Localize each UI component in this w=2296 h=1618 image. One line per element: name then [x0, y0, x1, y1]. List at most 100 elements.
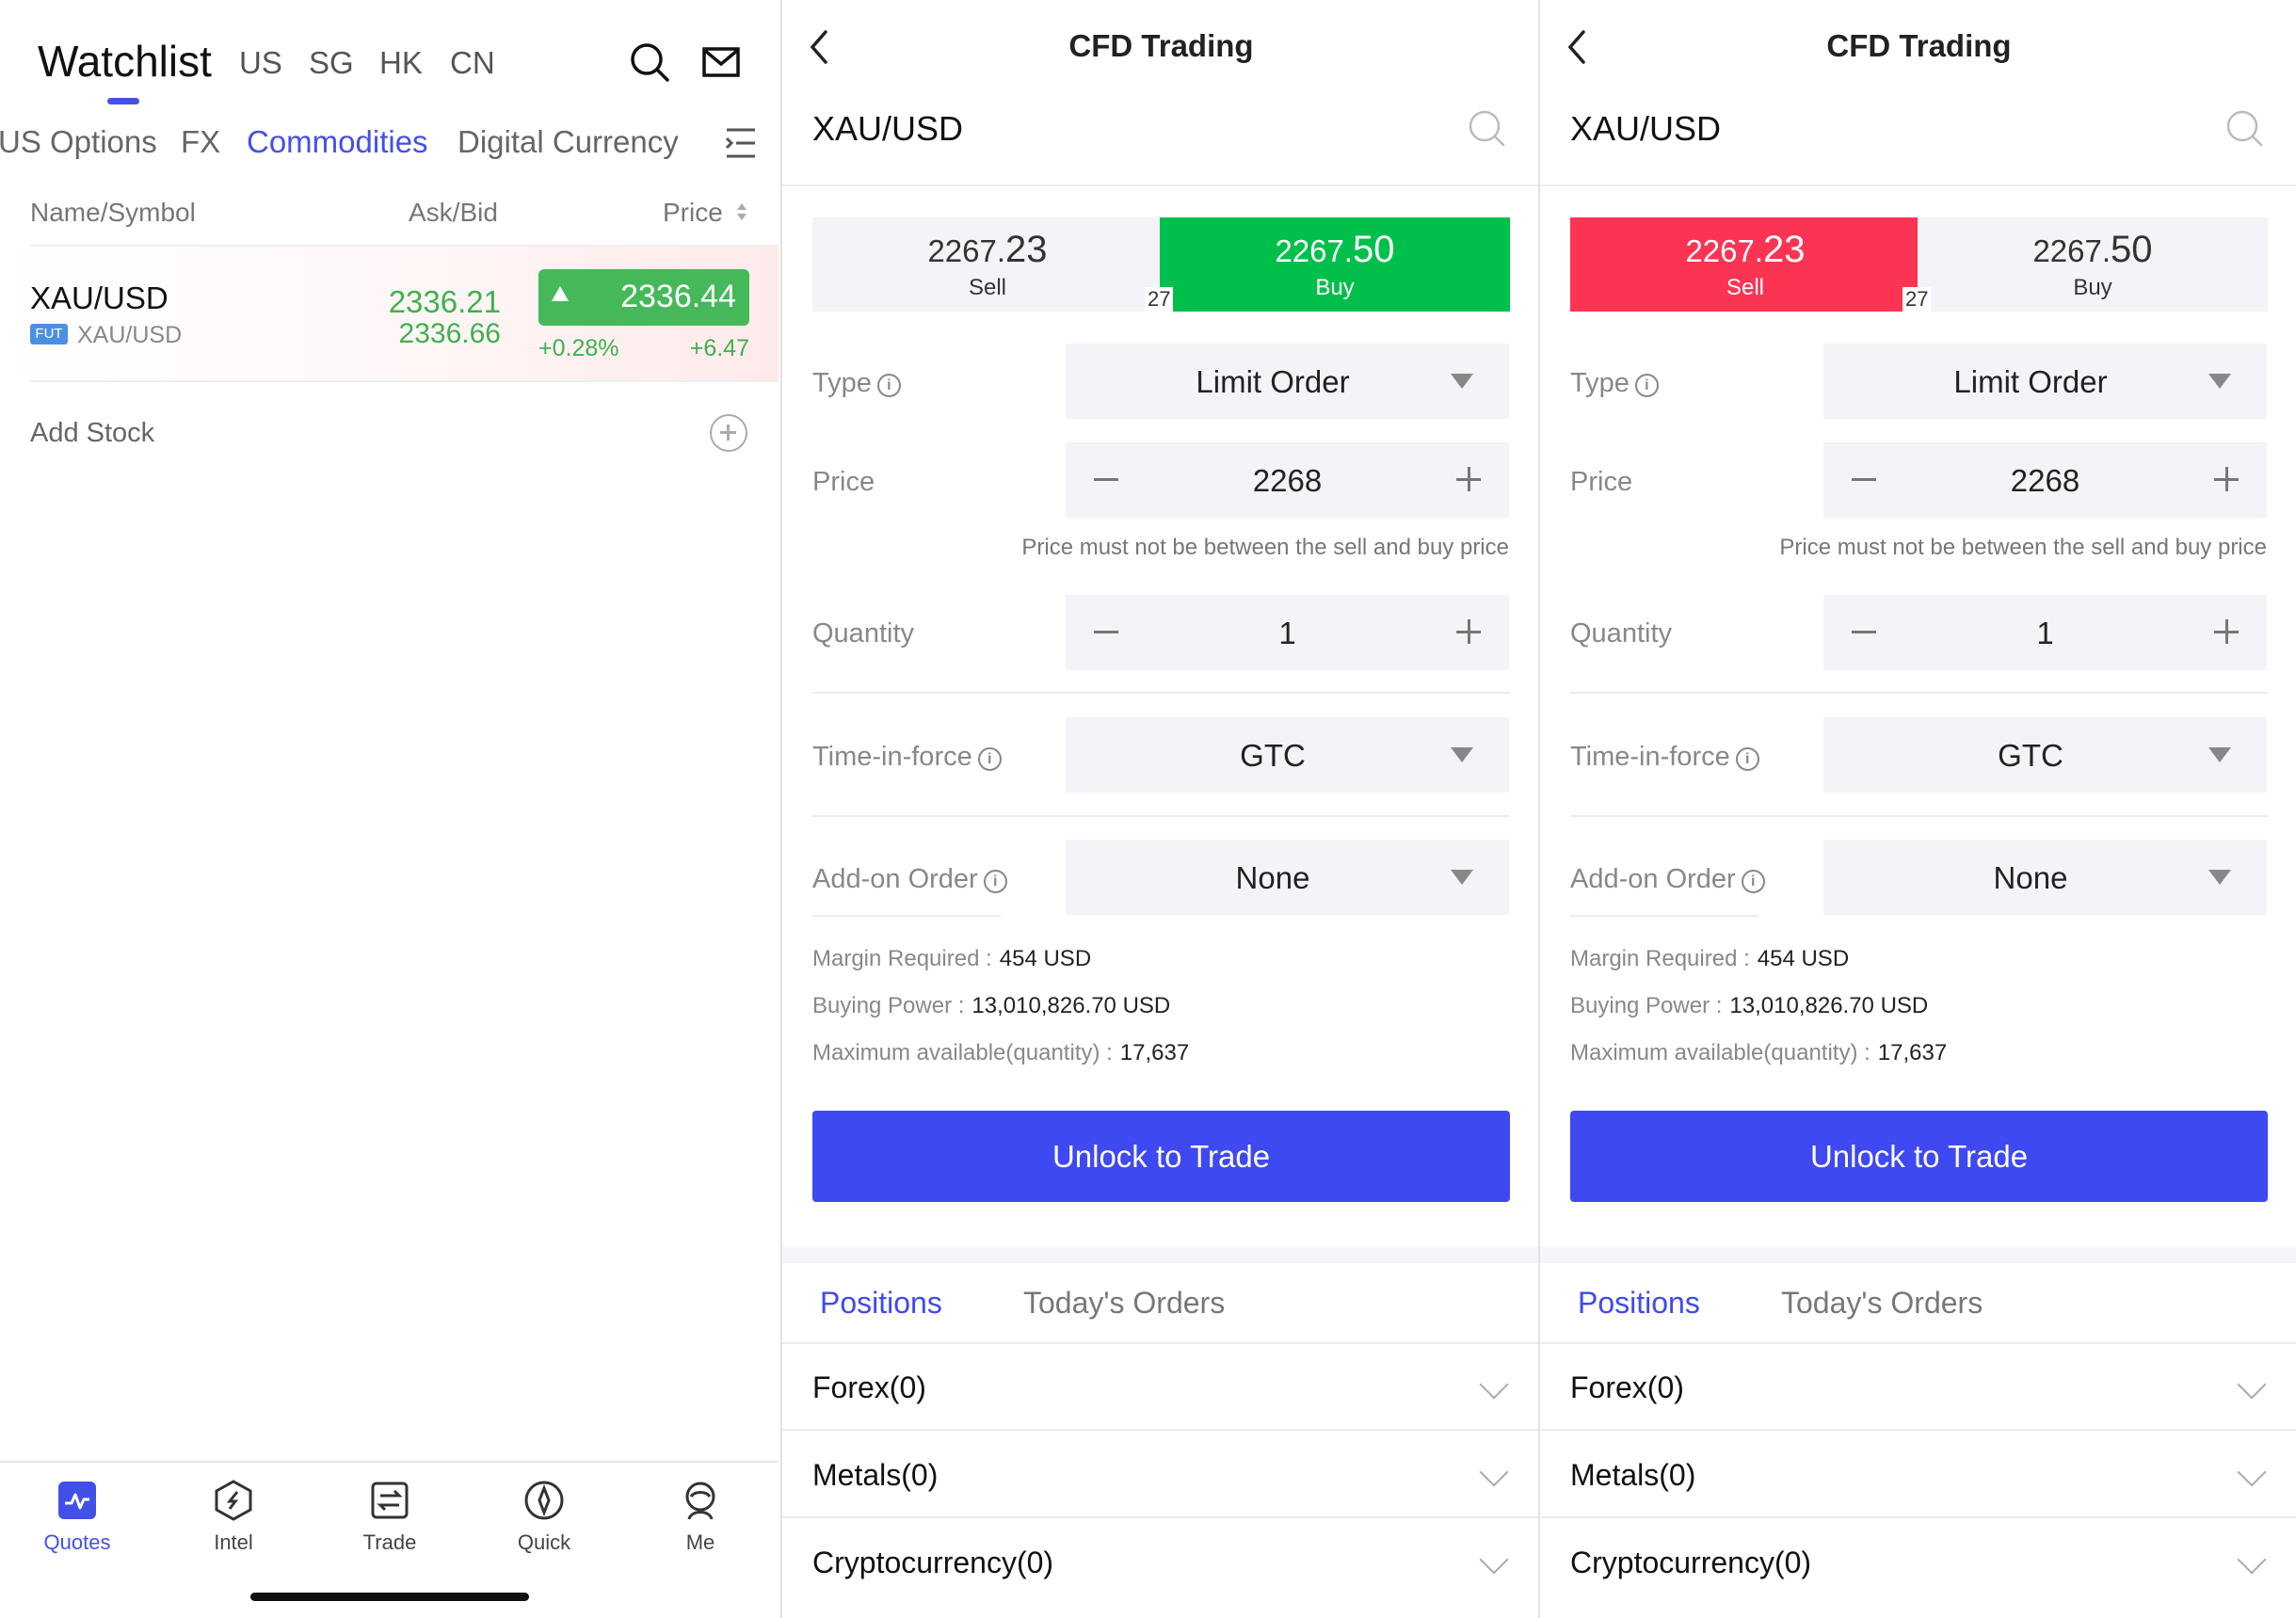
- info-icon[interactable]: i: [977, 747, 1002, 771]
- divider: [30, 245, 779, 247]
- row-price: 2336.44: [620, 279, 736, 314]
- add-stock-label[interactable]: Add Stock: [30, 418, 155, 448]
- buy-price: 2267.50: [2032, 229, 2153, 270]
- table-row[interactable]: XAU/USD FUT XAU/USD 2336.21 2336.66 2336…: [0, 247, 779, 380]
- tab-trade[interactable]: Trade: [333, 1478, 446, 1555]
- tab-intel-label: Intel: [214, 1530, 253, 1554]
- chevron-down-icon[interactable]: [2237, 1370, 2267, 1400]
- chevron-down-icon[interactable]: [1479, 1370, 1509, 1400]
- price-input[interactable]: 2268: [1252, 463, 1323, 498]
- minus-icon[interactable]: [1852, 631, 1876, 633]
- plus-icon[interactable]: [1456, 619, 1481, 644]
- group-metals[interactable]: Metals(0): [1570, 1458, 1696, 1492]
- quotes-icon: [58, 1482, 96, 1519]
- info-icon[interactable]: i: [1634, 374, 1659, 397]
- tif-value: GTC: [1998, 738, 2063, 773]
- max-available: Maximum available(quantity) :17,637: [1570, 1040, 1948, 1065]
- unlock-to-trade-button[interactable]: Unlock to Trade: [1570, 1111, 2268, 1202]
- type-select[interactable]: Limit Order: [1066, 344, 1509, 419]
- group-cryptocurrency[interactable]: Cryptocurrency(0): [812, 1546, 1054, 1579]
- sort-icon[interactable]: [736, 201, 747, 222]
- group-forex[interactable]: Forex(0): [812, 1370, 926, 1404]
- watchlist-panel: Watchlist US SG HK CN US Options FX Comm…: [0, 0, 779, 1618]
- menu-list-icon[interactable]: [723, 124, 757, 162]
- buy-button[interactable]: 2267.50 Buy: [1160, 217, 1510, 312]
- chevron-down-icon[interactable]: [1479, 1545, 1509, 1575]
- chevron-down-icon[interactable]: [1479, 1457, 1509, 1487]
- minus-icon[interactable]: [1094, 478, 1118, 481]
- category-us-options[interactable]: US Options: [0, 124, 157, 159]
- buy-button[interactable]: 2267.50 Buy: [1918, 217, 2268, 312]
- trading-symbol: XAU/USD: [1570, 109, 1722, 148]
- tab-me[interactable]: Me: [644, 1478, 757, 1555]
- caret-down-icon: [1451, 870, 1473, 885]
- back-arrow-icon[interactable]: [805, 28, 833, 66]
- category-fx[interactable]: FX: [181, 124, 221, 159]
- quantity-stepper: 1: [1823, 595, 2267, 670]
- tab-quotes[interactable]: Quotes: [21, 1478, 134, 1555]
- spread-value: 27: [1145, 287, 1174, 312]
- tab-positions[interactable]: Positions: [820, 1286, 942, 1320]
- chevron-down-icon[interactable]: [2237, 1457, 2267, 1487]
- column-price[interactable]: Price: [663, 198, 723, 227]
- group-forex[interactable]: Forex(0): [1570, 1370, 1684, 1404]
- watchlist-title[interactable]: Watchlist: [38, 37, 212, 86]
- search-icon[interactable]: [2224, 108, 2264, 148]
- unlock-to-trade-button[interactable]: Unlock to Trade: [812, 1111, 1510, 1202]
- spread-value: 27: [1903, 287, 1932, 312]
- compass-icon: [524, 1481, 564, 1520]
- type-select[interactable]: Limit Order: [1823, 344, 2267, 419]
- quantity-input[interactable]: 1: [2036, 616, 2054, 650]
- minus-icon[interactable]: [1852, 478, 1876, 481]
- trading-symbol: XAU/USD: [812, 109, 964, 148]
- info-icon[interactable]: i: [983, 870, 1007, 893]
- price-input[interactable]: 2268: [2010, 463, 2080, 498]
- info-icon[interactable]: i: [1741, 870, 1765, 893]
- tab-positions[interactable]: Positions: [1578, 1286, 1700, 1320]
- divider: [812, 692, 1510, 694]
- info-icon[interactable]: i: [1735, 747, 1759, 771]
- tab-todays-orders[interactable]: Today's Orders: [1781, 1286, 1983, 1320]
- divider: [782, 184, 1538, 186]
- tab-intel[interactable]: Intel: [177, 1478, 290, 1555]
- plus-icon[interactable]: [2214, 467, 2239, 491]
- tab-todays-orders[interactable]: Today's Orders: [1023, 1286, 1226, 1320]
- divider: [1570, 915, 1758, 917]
- sell-label: Sell: [968, 275, 1007, 300]
- region-tab-cn[interactable]: CN: [450, 45, 495, 80]
- back-arrow-icon[interactable]: [1563, 28, 1591, 66]
- plus-icon[interactable]: [2214, 619, 2239, 644]
- plus-icon[interactable]: [1456, 467, 1481, 491]
- minus-icon[interactable]: [1094, 631, 1118, 633]
- chevron-down-icon[interactable]: [2237, 1545, 2267, 1575]
- divider: [782, 1342, 1538, 1344]
- caret-down-icon: [2208, 870, 2231, 885]
- sell-button[interactable]: 2267.23 Sell: [812, 217, 1163, 312]
- add-circle-icon[interactable]: [710, 414, 747, 452]
- category-digital-currency[interactable]: Digital Currency: [458, 124, 679, 159]
- quantity-input[interactable]: 1: [1278, 616, 1296, 650]
- tab-quick[interactable]: Quick: [488, 1478, 601, 1555]
- sell-button[interactable]: 2267.23 Sell: [1570, 217, 1920, 312]
- divider: [30, 380, 779, 382]
- group-cryptocurrency[interactable]: Cryptocurrency(0): [1570, 1546, 1812, 1579]
- addon-select[interactable]: None: [1066, 840, 1509, 915]
- buy-price: 2267.50: [1275, 229, 1395, 270]
- addon-select[interactable]: None: [1823, 840, 2267, 915]
- cfd-trading-panel-sell: CFD Trading XAU/USD 2267.23 Sell 2267.50…: [1538, 0, 2296, 1618]
- info-icon[interactable]: i: [876, 374, 901, 397]
- category-commodities[interactable]: Commodities: [247, 124, 428, 159]
- watchlist-header: Watchlist US SG HK CN: [0, 0, 779, 122]
- group-metals[interactable]: Metals(0): [812, 1458, 939, 1492]
- fut-badge: FUT: [30, 324, 68, 344]
- region-tab-hk[interactable]: HK: [379, 45, 423, 80]
- mail-icon[interactable]: [700, 41, 742, 83]
- active-tab-indicator: [107, 98, 139, 104]
- tif-select[interactable]: GTC: [1066, 717, 1509, 793]
- search-icon[interactable]: [1467, 108, 1506, 148]
- region-tab-us[interactable]: US: [239, 45, 282, 80]
- caret-down-icon: [2208, 374, 2231, 389]
- search-icon[interactable]: [629, 41, 670, 83]
- tif-select[interactable]: GTC: [1823, 717, 2267, 793]
- region-tab-sg[interactable]: SG: [309, 45, 354, 80]
